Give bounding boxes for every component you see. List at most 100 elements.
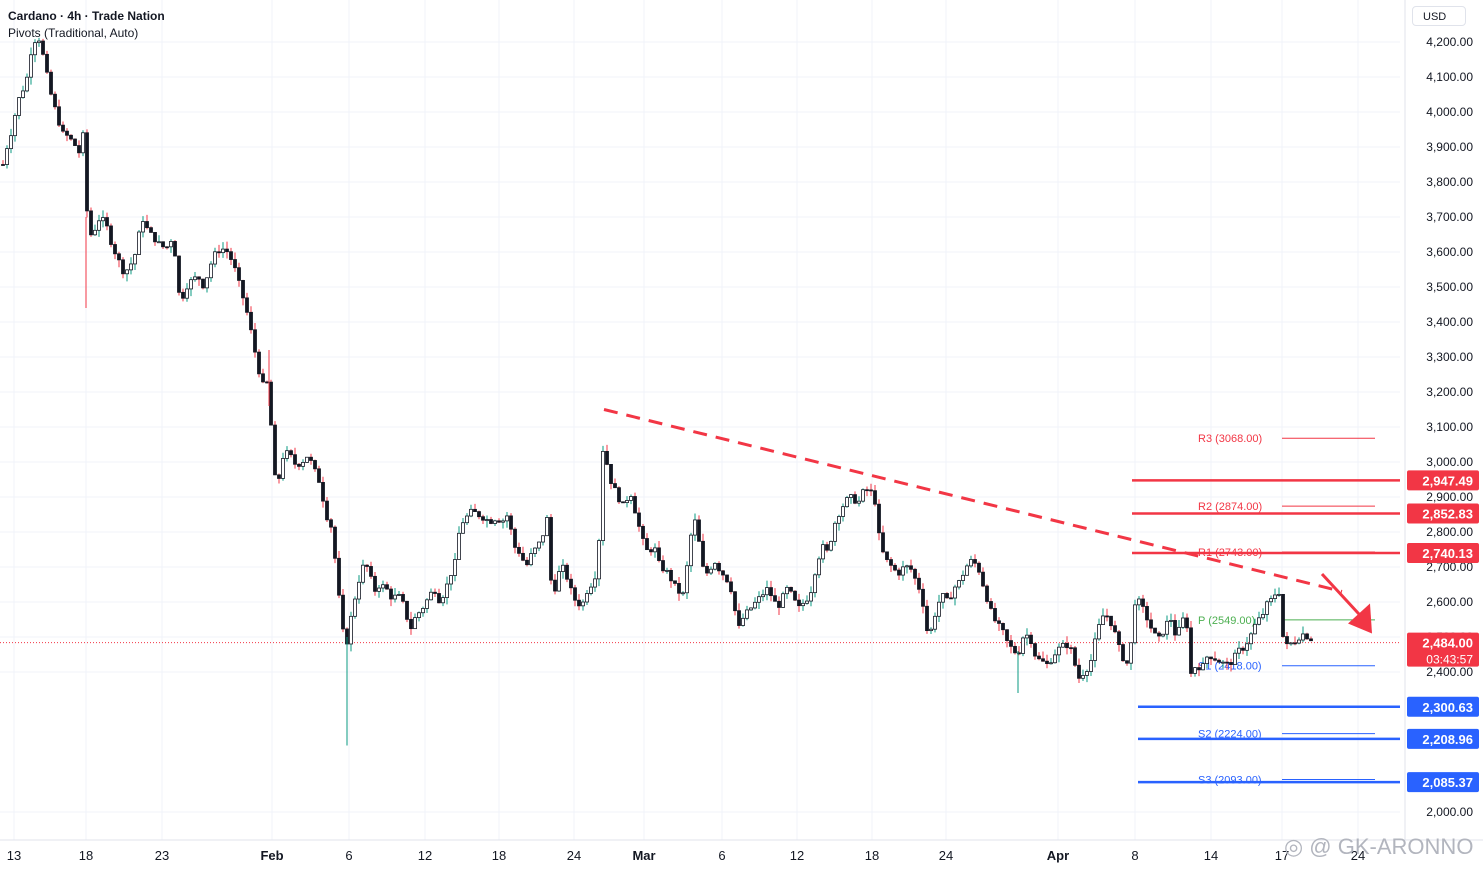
candle-body [1205,656,1209,665]
indicator-title[interactable]: Pivots (Traditional, Auto) [8,26,139,40]
candle-body [585,593,589,603]
candle [781,591,785,608]
candle-body [1073,647,1077,666]
candle [889,556,893,572]
price-tick-label: 3,000.00 [1426,455,1473,469]
candle [445,576,449,605]
candle [537,541,541,552]
candle [1109,615,1113,631]
candle [349,611,353,652]
candle [797,593,801,612]
candle-body [429,591,433,601]
candle-body [821,544,825,560]
candle-body [325,500,329,521]
candle-body [101,217,105,222]
candle-body [813,574,817,594]
candle-body [849,494,853,498]
candle-body [865,489,869,492]
candle [529,548,533,567]
candle-body [165,246,169,249]
candle-body [517,546,521,554]
candle [837,514,841,531]
candle-body [873,490,877,505]
candle [425,598,429,613]
candle-body [969,559,973,567]
candle-body [445,583,449,598]
candle-body [921,588,925,607]
candle-body [1173,620,1177,636]
descending-trendline [603,408,1343,593]
candle [169,239,173,253]
symbol-title[interactable]: Cardano · 4h · Trade Nation [8,9,165,23]
candle-body [633,496,637,514]
candle-body [1013,645,1017,654]
candle-body [913,568,917,579]
candle [5,145,9,169]
candle-body [313,460,317,470]
candlesticks [1,37,1313,683]
candle [1061,640,1065,648]
candle-body [557,571,561,592]
candle-body [161,241,165,248]
candle-body [1001,623,1005,631]
candle [97,214,101,237]
candle-body [677,583,681,594]
candle [225,241,229,259]
candle [101,210,105,228]
candle-body [1141,598,1145,607]
candle [1149,612,1153,633]
candle [1249,632,1253,650]
candle [817,556,821,579]
candle-body [289,450,293,456]
candle-body [317,468,321,483]
candle-body [837,516,841,524]
candle-body [733,591,737,612]
candle [633,492,637,514]
candle-body [409,618,413,630]
candle-body [237,267,241,281]
candle [825,541,829,553]
resistance-badge-1-text: 2,947.49 [1422,473,1473,488]
candle [233,252,237,272]
candle-body [649,549,653,553]
time-tick-label: 12 [790,848,804,863]
candle-body [617,487,621,503]
candle-body [713,562,717,570]
candle-body [157,241,161,244]
candle [325,496,329,522]
candle [629,494,633,505]
candle [593,571,597,592]
candle-body [209,263,213,279]
candle [705,562,709,576]
candle-body [521,552,525,561]
candle [393,588,397,603]
candle [993,602,997,623]
candle [77,140,81,158]
candle [841,503,845,522]
candle [969,555,973,568]
candle [1181,612,1185,630]
candle [505,511,509,528]
candle [1145,601,1149,628]
candle [409,611,413,635]
candle-body [1245,643,1249,651]
candle [753,597,757,610]
candle [729,577,733,595]
candle-body [637,512,641,527]
candle [873,485,877,507]
candle [1229,658,1233,672]
candle-body [761,594,765,598]
candle [1057,643,1061,663]
candle [181,288,185,302]
candle-body [1069,647,1073,650]
candle-body [845,497,849,508]
candle [1049,658,1053,665]
candle-body [301,462,305,467]
candle-body [701,540,705,567]
candle-body [1049,662,1053,665]
candle-body [177,255,181,293]
currency-selector[interactable]: USD [1412,6,1466,26]
candle [125,269,129,282]
candle-body [17,97,21,116]
